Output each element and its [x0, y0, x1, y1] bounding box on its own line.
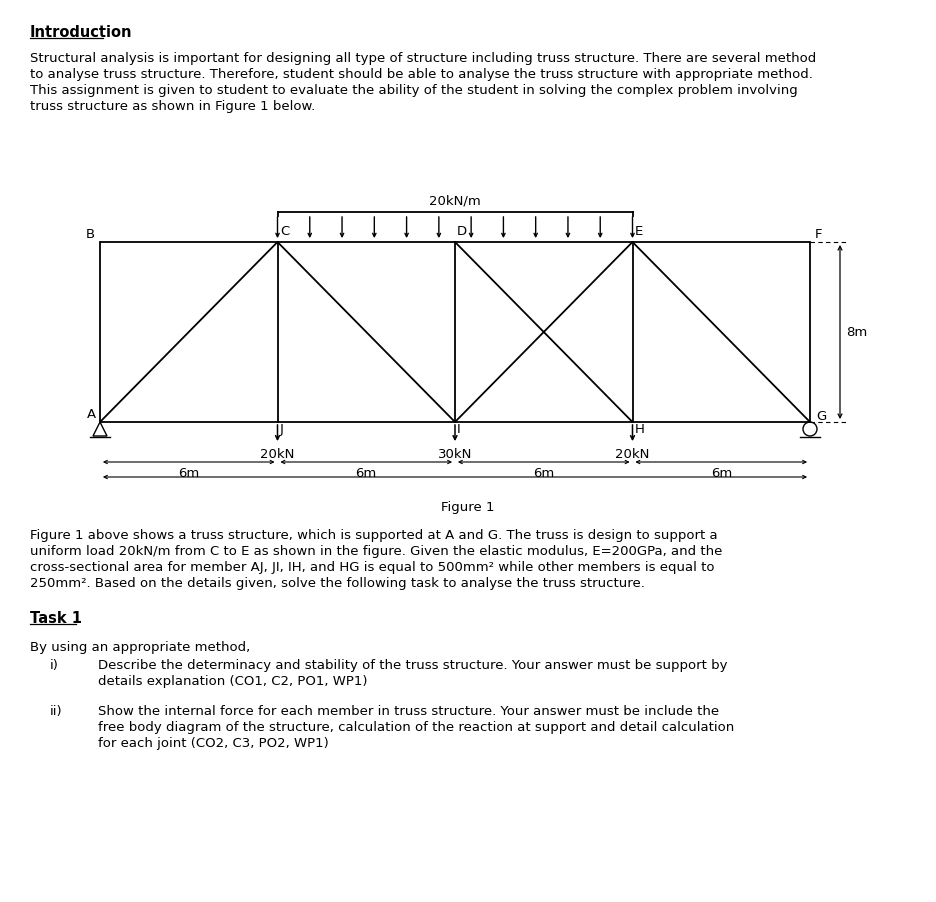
Text: Introduction: Introduction: [30, 25, 133, 40]
Text: free body diagram of the structure, calculation of the reaction at support and d: free body diagram of the structure, calc…: [98, 720, 734, 733]
Text: uniform load 20kN/m from C to E as shown in the figure. Given the elastic modulu: uniform load 20kN/m from C to E as shown…: [30, 545, 723, 557]
Text: 6m: 6m: [534, 466, 554, 480]
Text: 20kN/m: 20kN/m: [429, 195, 481, 207]
Text: 6m: 6m: [178, 466, 199, 480]
Text: By using an appropriate method,: By using an appropriate method,: [30, 640, 250, 653]
Text: 20kN: 20kN: [260, 447, 295, 461]
Text: Describe the determinacy and stability of the truss structure. Your answer must : Describe the determinacy and stability o…: [98, 658, 727, 671]
Text: C: C: [281, 225, 290, 238]
Text: I: I: [457, 422, 461, 436]
Text: Structural analysis is important for designing all type of structure including t: Structural analysis is important for des…: [30, 52, 816, 65]
Text: details explanation (CO1, C2, PO1, WP1): details explanation (CO1, C2, PO1, WP1): [98, 675, 368, 687]
Text: J: J: [280, 422, 284, 436]
Text: F: F: [815, 227, 823, 241]
Text: 30kN: 30kN: [438, 447, 472, 461]
Text: i): i): [50, 658, 59, 671]
Text: B: B: [86, 227, 95, 241]
Text: 6m: 6m: [710, 466, 732, 480]
Text: A: A: [87, 408, 96, 420]
Text: Figure 1: Figure 1: [441, 501, 495, 513]
Text: for each joint (CO2, C3, PO2, WP1): for each joint (CO2, C3, PO2, WP1): [98, 736, 329, 750]
Text: cross-sectional area for member AJ, JI, IH, and HG is equal to 500mm² while othe: cross-sectional area for member AJ, JI, …: [30, 560, 714, 574]
Text: 250mm². Based on the details given, solve the following task to analyse the trus: 250mm². Based on the details given, solv…: [30, 576, 645, 589]
Text: 8m: 8m: [846, 327, 868, 339]
Text: D: D: [457, 225, 467, 238]
Text: truss structure as shown in Figure 1 below.: truss structure as shown in Figure 1 bel…: [30, 100, 315, 113]
Text: Figure 1 above shows a truss structure, which is supported at A and G. The truss: Figure 1 above shows a truss structure, …: [30, 529, 718, 541]
Text: H: H: [635, 422, 644, 436]
Text: E: E: [635, 225, 643, 238]
Text: 6m: 6m: [356, 466, 377, 480]
Text: 20kN: 20kN: [615, 447, 650, 461]
Text: Show the internal force for each member in truss structure. Your answer must be : Show the internal force for each member …: [98, 704, 719, 717]
Text: to analyse truss structure. Therefore, student should be able to analyse the tru: to analyse truss structure. Therefore, s…: [30, 68, 812, 81]
Text: ii): ii): [50, 704, 63, 717]
Text: G: G: [816, 410, 826, 422]
Text: Task 1: Task 1: [30, 611, 82, 625]
Text: This assignment is given to student to evaluate the ability of the student in so: This assignment is given to student to e…: [30, 84, 797, 97]
